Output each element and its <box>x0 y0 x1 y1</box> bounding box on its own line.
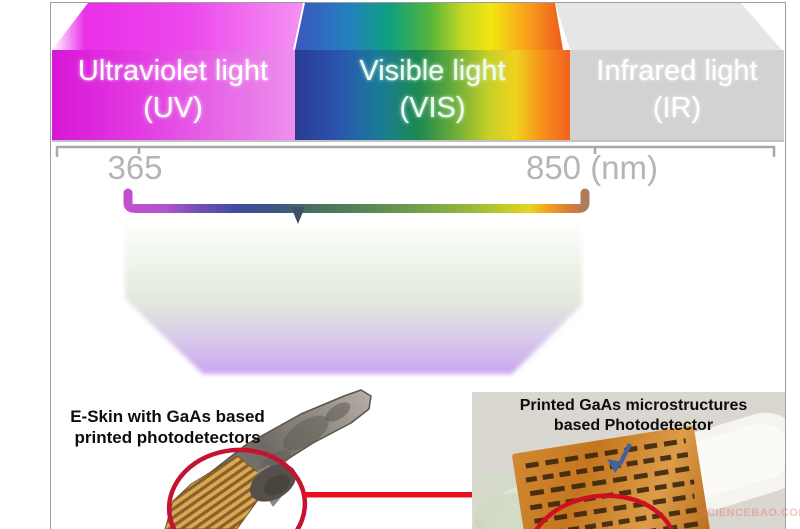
vis-band-name: Visible light <box>359 55 506 87</box>
caption-eskin: E-Skin with GaAs based printed photodete… <box>51 406 284 448</box>
red-highlight-ellipse-right <box>525 493 679 529</box>
caption-eskin-line1: E-Skin with GaAs based <box>70 407 265 426</box>
caption-photodetector-line1: Printed GaAs microstructures <box>519 397 748 414</box>
scale-max-label: 850 (nm) <box>525 149 659 186</box>
coil-band <box>164 455 264 529</box>
blade-texture <box>283 415 329 451</box>
spectrum-notch <box>291 207 305 224</box>
red-highlight-ellipse-left <box>166 447 308 529</box>
caption-photodetector-line2: based Photodetector <box>553 417 714 434</box>
uv-band-abbr: (UV) <box>143 92 203 124</box>
vis-band-top <box>295 3 563 50</box>
photodetector-photo <box>472 392 785 529</box>
caption-photodetector: Printed GaAs microstructures based Photo… <box>491 396 776 436</box>
ir-band-top <box>555 3 782 50</box>
caption-eskin-line2: printed photodetectors <box>74 428 261 447</box>
uv-band-front <box>52 50 295 140</box>
blue-arrow <box>607 442 633 473</box>
spectrum-line <box>123 188 590 213</box>
eskin-finger-photo <box>164 389 372 529</box>
scale-min-label: 365 <box>107 149 163 186</box>
knob-shadow <box>264 474 290 496</box>
tube-green-tint <box>472 471 521 529</box>
vis-band-front <box>295 50 570 140</box>
blade-texture <box>325 402 351 422</box>
vis-band-abbr: (VIS) <box>399 92 466 124</box>
wavelength-bracket <box>55 145 776 157</box>
uv-band-label: Ultraviolet light (UV) <box>51 53 295 127</box>
watermark-text: SCIENCEBAO.COM <box>699 507 800 519</box>
uv-band-name: Ultraviolet light <box>77 55 269 87</box>
ir-band-label: Infrared light (IR) <box>569 53 785 127</box>
vis-band-label: Visible light (VIS) <box>295 53 570 127</box>
figure-graphics <box>52 3 785 529</box>
spectrum-glow <box>125 221 582 374</box>
uv-band-top <box>52 3 303 50</box>
ir-band-abbr: (IR) <box>652 92 702 124</box>
ir-band-name: Infrared light <box>596 55 758 87</box>
figure-frame: Ultraviolet light (UV) Visible light (VI… <box>50 2 800 529</box>
